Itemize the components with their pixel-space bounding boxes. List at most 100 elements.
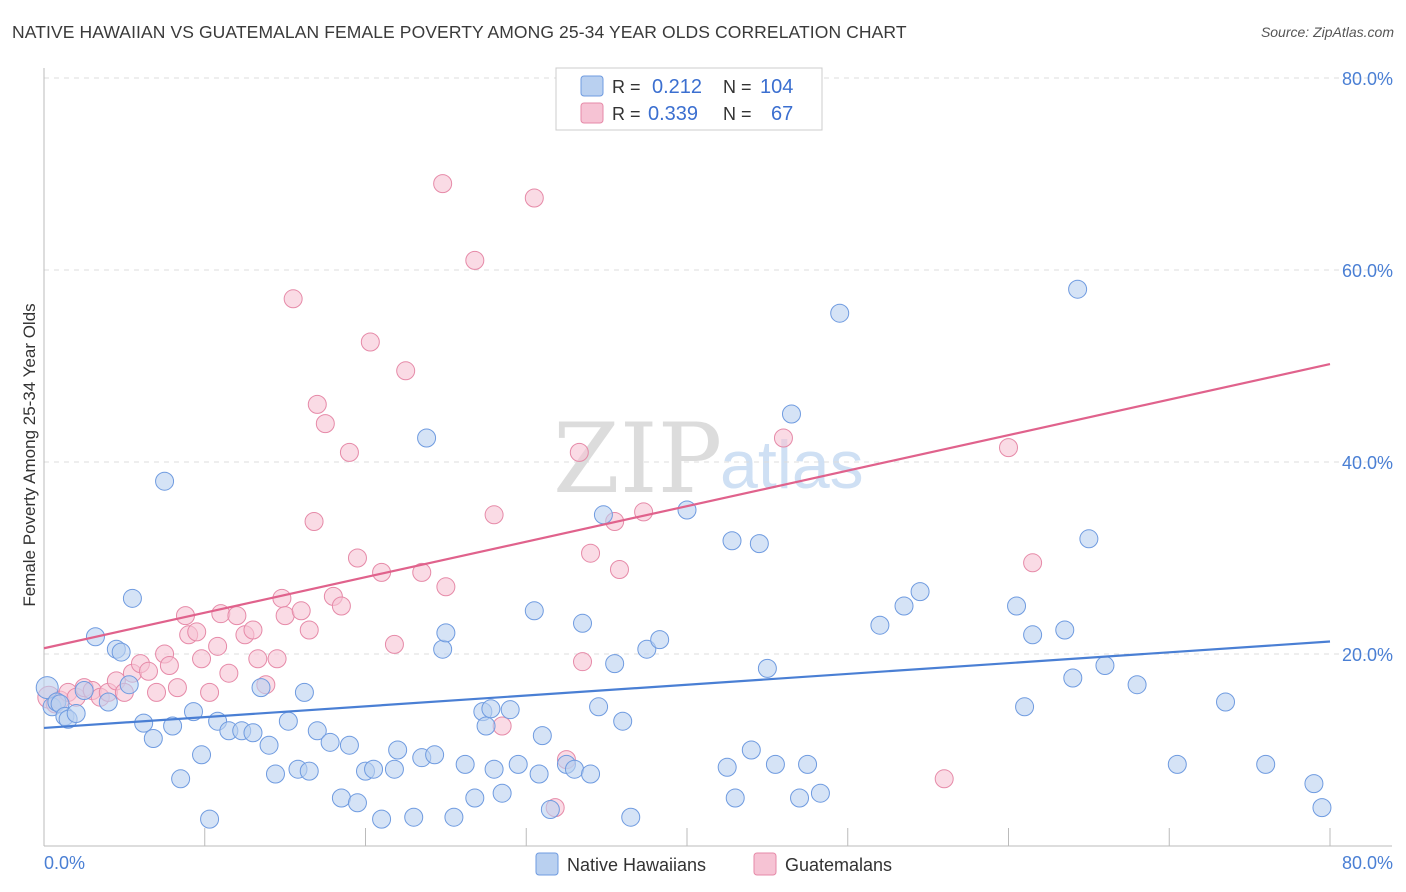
native-hawaiian-point (492, 783, 512, 803)
native-hawaiian-point (192, 745, 212, 765)
guatemalan-point (243, 620, 263, 640)
native-hawaiian-point (251, 678, 271, 698)
guatemalan-point (248, 649, 268, 669)
native-hawaiian-point (347, 793, 367, 813)
x-tick-label: 0.0% (44, 853, 85, 873)
native-hawaiian-point (589, 697, 609, 717)
guatemalan-point (396, 361, 416, 381)
legend-swatch-pink (580, 102, 604, 124)
guatemalan-point (773, 428, 793, 448)
correlation-legend: R = 0.212 N = 104 R = 0.339 N = 67 (555, 67, 823, 131)
guatemalan-point (433, 174, 453, 194)
guatemalan-point (999, 438, 1018, 458)
native-hawaiian-point (529, 764, 549, 784)
guatemalan-point (200, 682, 220, 702)
trend-line-guatemalans (43, 363, 1331, 650)
native-hawaiian-point (1256, 754, 1276, 774)
native-hawaiian-point (155, 471, 175, 491)
trend-lines (43, 363, 1331, 730)
guatemalan-point (272, 588, 292, 608)
native-hawaiian-point (307, 721, 327, 741)
source-credit: Source: ZipAtlas.com (1260, 24, 1394, 40)
guatemalan-point (227, 606, 247, 626)
guatemalan-point (465, 250, 485, 270)
bottom-legend-swatch-blue (535, 852, 559, 876)
native-hawaiian-point (388, 740, 408, 760)
guatemalan-point (412, 562, 432, 582)
native-hawaiian-point (163, 716, 183, 736)
native-hawaiian-point (444, 807, 464, 827)
native-hawaiian-point (171, 769, 191, 789)
guatemalan-point (267, 649, 287, 669)
native-hawaiian-point (1167, 754, 1187, 774)
gridlines (44, 77, 1392, 655)
guatemalan-point (307, 394, 327, 414)
guatemalan-point (934, 769, 954, 789)
guatemalan-point (609, 560, 629, 580)
bottom-legend-swatch-pink (753, 852, 777, 876)
native-hawaiian-point (717, 757, 737, 777)
native-hawaiian-point (122, 588, 142, 608)
native-hawaiian-point (278, 711, 298, 731)
native-hawaiian-point (781, 404, 801, 424)
guatemalan-point (524, 188, 544, 208)
guatemalan-point (159, 656, 179, 676)
native-hawaiian-point (183, 702, 203, 722)
native-hawaiian-point (524, 601, 544, 621)
guatemalan-point (331, 596, 351, 616)
native-hawaiian-point (66, 704, 86, 724)
legend-r-value-1: 0.212 (652, 76, 702, 98)
native-hawaiian-point (384, 759, 404, 779)
native-hawaiian-point (1015, 697, 1035, 717)
guatemalan-point (573, 652, 593, 672)
native-hawaiian-point (436, 623, 456, 643)
native-hawaiian-point (621, 807, 641, 827)
guatemalan-point (492, 716, 512, 736)
native-hawaiian-point (1068, 279, 1088, 299)
native-hawaiian-point (74, 680, 94, 700)
guatemalan-point (304, 512, 324, 532)
y-tick-label: 80.0% (1342, 69, 1393, 89)
native-hawaiian-point (1127, 675, 1147, 695)
native-hawaiian-point (111, 642, 131, 662)
native-hawaiian-point (749, 534, 769, 554)
guatemalan-point (299, 620, 319, 640)
native-hawaiian-point (573, 613, 593, 633)
bottom-legend-native-hawaiians: Native Hawaiians (567, 855, 706, 875)
guatemalan-point (360, 332, 380, 352)
native-hawaiian-point (1055, 620, 1075, 640)
native-hawaiian-point (339, 735, 359, 755)
legend-r-label-1: R = (612, 77, 641, 97)
legend-swatch-blue (580, 75, 604, 97)
legend-r-value-2: 0.339 (648, 103, 698, 125)
native-hawaiian-point (200, 809, 220, 829)
guatemalan-point (384, 634, 404, 654)
guatemalan-point (569, 442, 589, 462)
native-hawaiian-point (1216, 692, 1236, 712)
guatemalan-point (187, 622, 207, 642)
tick-labels: 80.0% 60.0% 40.0% 20.0% 0.0% 80.0% (44, 69, 1393, 873)
native-hawaiian-point (500, 700, 520, 720)
native-hawaiian-point (1063, 668, 1083, 688)
guatemalan-point (315, 414, 335, 434)
native-hawaiian-point (613, 711, 633, 731)
native-hawaiian-point (1312, 798, 1332, 818)
guatemalan-point (581, 543, 601, 563)
native-hawaiian-point (637, 639, 657, 659)
guatemalan-point (219, 663, 239, 683)
native-hawaiian-point (722, 531, 742, 551)
native-hawaiian-point (894, 596, 914, 616)
native-hawaiian-point (484, 759, 504, 779)
guatemalan-point (347, 548, 367, 568)
native-hawaiian-point (476, 716, 496, 736)
series-native-hawaiians (35, 279, 1332, 829)
native-hawaiian-point (910, 582, 930, 602)
chart-title: NATIVE HAWAIIAN VS GUATEMALAN FEMALE POV… (12, 22, 907, 42)
native-hawaiian-point (725, 788, 745, 808)
native-hawaiian-point (265, 764, 285, 784)
native-hawaiian-point (581, 764, 601, 784)
native-hawaiian-point (455, 754, 475, 774)
legend-n-value-2: 67 (771, 103, 793, 125)
native-hawaiian-point (259, 735, 279, 755)
